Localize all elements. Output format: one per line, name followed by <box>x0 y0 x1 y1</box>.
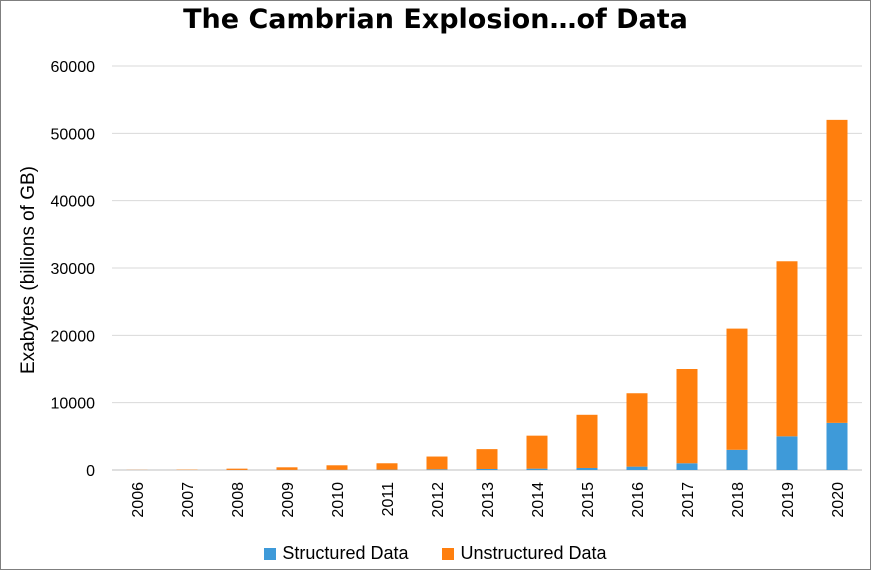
y-tick-label: 40000 <box>51 194 96 211</box>
y-axis-ticks: 0 10000 20000 30000 40000 50000 60000 <box>51 59 96 480</box>
bar-unstructured-2014 <box>526 435 548 469</box>
bar-unstructured-2019 <box>776 261 798 437</box>
x-tick-label: 2012 <box>430 482 447 518</box>
x-tick-label: 2019 <box>780 482 797 518</box>
bar-unstructured-2011 <box>376 463 398 470</box>
legend: Structured Data Unstructured Data <box>0 543 871 564</box>
gridlines <box>112 65 862 471</box>
bar-unstructured-2017 <box>676 369 698 464</box>
bar-structured-2019 <box>776 436 798 470</box>
bar-unstructured-2020 <box>826 119 848 423</box>
bar-unstructured-2010 <box>326 465 348 470</box>
bar-unstructured-2016 <box>626 393 648 467</box>
x-tick-label: 2013 <box>480 482 497 518</box>
bar-unstructured-2008 <box>226 468 248 470</box>
bar-structured-2013 <box>476 468 498 470</box>
legend-label-structured: Structured Data <box>282 543 409 563</box>
bar-unstructured-2012 <box>426 456 448 470</box>
bar-unstructured-2009 <box>276 467 298 470</box>
bar-unstructured-2013 <box>476 449 498 469</box>
x-tick-label: 2018 <box>730 482 747 518</box>
x-tick-label: 2006 <box>130 482 147 518</box>
legend-swatch-structured <box>264 547 277 560</box>
x-axis-ticks: 2006 2007 2008 2009 2010 2011 2012 2013 2014 2015… <box>130 482 847 518</box>
bar-structured-2020 <box>826 422 848 470</box>
x-tick-label: 2020 <box>830 482 847 518</box>
chart-title: The Cambrian Explosion…of Data <box>183 4 688 35</box>
bars <box>126 119 848 470</box>
legend-label-unstructured: Unstructured Data <box>460 543 607 563</box>
bar-structured-2016 <box>626 466 648 470</box>
bar-structured-2014 <box>526 468 548 470</box>
y-tick-label: 20000 <box>51 328 96 345</box>
x-tick-label: 2016 <box>630 482 647 518</box>
bar-unstructured-2015 <box>576 414 598 468</box>
bar-unstructured-2018 <box>726 328 748 450</box>
x-tick-label: 2007 <box>180 482 197 518</box>
bar-structured-2018 <box>726 449 748 470</box>
legend-item-unstructured: Unstructured Data <box>442 543 607 564</box>
x-tick-label: 2008 <box>230 482 247 518</box>
x-tick-label: 2011 <box>380 482 397 517</box>
y-tick-label: 30000 <box>51 261 96 278</box>
bar-structured-2012 <box>426 469 448 470</box>
x-tick-label: 2009 <box>280 482 297 518</box>
legend-item-structured: Structured Data <box>264 543 408 564</box>
y-tick-label: 10000 <box>51 396 96 413</box>
x-tick-label: 2015 <box>580 482 597 518</box>
y-tick-label: 0 <box>86 463 95 480</box>
bar-structured-2017 <box>676 463 698 470</box>
bar-structured-2015 <box>576 467 598 470</box>
x-tick-label: 2014 <box>530 482 547 518</box>
y-axis-title: Exabytes (billions of GB) <box>18 166 39 374</box>
y-tick-label: 60000 <box>51 59 96 76</box>
legend-swatch-unstructured <box>442 547 455 560</box>
x-tick-label: 2017 <box>680 482 697 518</box>
y-tick-label: 50000 <box>51 126 96 143</box>
x-tick-label: 2010 <box>330 482 347 518</box>
